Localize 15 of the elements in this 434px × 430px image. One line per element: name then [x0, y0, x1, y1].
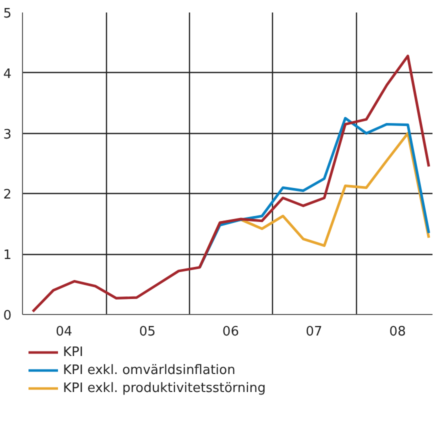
line-series [31, 54, 430, 313]
x-tick-label: 07 [306, 324, 322, 340]
legend-label: KPI exkl. produktivitetsstörning [63, 380, 266, 396]
x-tick-label: 06 [222, 324, 239, 340]
y-tick-label: 0 [3, 308, 12, 324]
x-tick-label: 04 [56, 324, 72, 340]
x-tick-label: 08 [389, 324, 406, 340]
legend-label: KPI exkl. omvärldsinflation [63, 362, 236, 378]
y-tick-label: 5 [3, 6, 12, 22]
y-tick-label: 4 [3, 66, 12, 82]
y-tick-label: 2 [3, 188, 12, 203]
y-tick-label: 1 [3, 248, 12, 264]
y-tick-label: 3 [3, 127, 12, 142]
x-tick-label: 05 [139, 324, 156, 340]
legend-label: KPI [63, 344, 84, 360]
